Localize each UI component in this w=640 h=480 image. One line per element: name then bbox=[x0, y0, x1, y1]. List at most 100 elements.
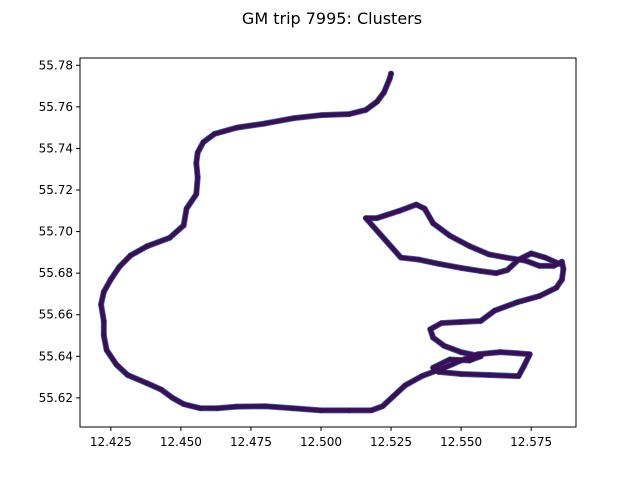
data-point bbox=[167, 235, 173, 241]
data-point bbox=[363, 215, 369, 221]
data-point bbox=[193, 191, 199, 197]
y-tick-label: 55.78 bbox=[39, 58, 73, 72]
data-point bbox=[144, 243, 150, 249]
data-point bbox=[211, 131, 218, 137]
data-point bbox=[522, 258, 529, 264]
data-point bbox=[441, 343, 447, 349]
y-tick-label: 55.76 bbox=[39, 100, 73, 114]
data-point bbox=[458, 319, 464, 325]
data-point bbox=[478, 353, 484, 359]
data-point bbox=[262, 403, 268, 409]
data-point bbox=[346, 111, 352, 117]
data-point bbox=[127, 252, 134, 259]
y-tick-label: 55.62 bbox=[39, 391, 73, 405]
data-point bbox=[436, 261, 442, 267]
data-point bbox=[169, 395, 176, 401]
data-point bbox=[125, 372, 131, 378]
data-point bbox=[113, 362, 120, 368]
data-point bbox=[234, 404, 240, 410]
y-tick-label: 55.64 bbox=[39, 349, 73, 363]
y-tick-label: 55.70 bbox=[39, 225, 73, 239]
data-point bbox=[396, 208, 403, 214]
data-point bbox=[346, 407, 352, 413]
data-point bbox=[492, 307, 498, 314]
data-point bbox=[486, 372, 492, 378]
y-tick-label: 55.72 bbox=[39, 183, 73, 197]
data-point bbox=[413, 201, 419, 208]
plot-area bbox=[98, 70, 567, 414]
data-point bbox=[528, 250, 534, 257]
data-point bbox=[234, 125, 240, 131]
data-point bbox=[447, 233, 453, 239]
x-tick-label: 12.525 bbox=[370, 435, 412, 449]
data-point bbox=[466, 243, 473, 249]
x-tick-label: 12.425 bbox=[90, 435, 132, 449]
x-tick-label: 12.475 bbox=[230, 435, 272, 449]
data-point bbox=[197, 405, 204, 411]
data-point bbox=[416, 257, 422, 263]
data-point bbox=[380, 403, 386, 409]
data-point bbox=[181, 401, 187, 407]
chart-title: GM trip 7995: Clusters bbox=[242, 9, 422, 28]
y-tick-label: 55.74 bbox=[39, 141, 73, 155]
data-point bbox=[556, 261, 562, 267]
data-point bbox=[387, 76, 393, 82]
data-point bbox=[493, 270, 499, 276]
data-point bbox=[183, 206, 190, 212]
data-point bbox=[402, 382, 408, 389]
data-point bbox=[104, 347, 110, 353]
y-tick-label: 55.68 bbox=[39, 266, 73, 280]
data-point bbox=[430, 365, 436, 371]
data-point bbox=[430, 335, 436, 341]
data-point bbox=[515, 257, 522, 263]
data-point bbox=[550, 263, 557, 269]
data-point bbox=[560, 266, 566, 272]
data-point bbox=[368, 407, 375, 413]
data-point bbox=[504, 267, 510, 273]
data-point bbox=[427, 326, 433, 332]
data-point bbox=[521, 363, 527, 369]
data-point bbox=[458, 265, 464, 271]
data-point bbox=[419, 373, 425, 379]
x-tick-label: 12.575 bbox=[510, 435, 552, 449]
data-point bbox=[101, 332, 107, 339]
data-point bbox=[559, 276, 565, 282]
data-point bbox=[441, 365, 447, 371]
data-point bbox=[262, 120, 268, 127]
x-tick-label: 12.450 bbox=[160, 435, 202, 449]
data-point bbox=[290, 115, 296, 121]
data-point bbox=[391, 393, 397, 399]
data-point bbox=[374, 99, 380, 105]
data-point bbox=[214, 405, 220, 411]
data-point bbox=[458, 349, 464, 355]
data-point bbox=[181, 222, 187, 228]
data-point bbox=[458, 357, 464, 364]
data-point bbox=[514, 299, 520, 305]
data-point bbox=[193, 160, 199, 166]
data-point bbox=[144, 380, 150, 386]
data-point bbox=[486, 251, 492, 258]
data-point bbox=[381, 89, 387, 95]
data-point bbox=[290, 405, 296, 411]
data-point bbox=[542, 254, 548, 261]
data-point bbox=[422, 206, 428, 212]
data-point bbox=[195, 174, 201, 181]
data-point bbox=[447, 356, 453, 363]
data-point bbox=[515, 373, 522, 379]
data-point bbox=[108, 276, 114, 282]
data-point bbox=[514, 350, 520, 356]
data-point bbox=[497, 349, 503, 355]
data-point bbox=[388, 70, 394, 77]
data-point bbox=[116, 264, 122, 270]
data-point bbox=[363, 107, 369, 113]
y-tick-label: 55.66 bbox=[39, 308, 73, 322]
data-point bbox=[200, 139, 206, 145]
data-point bbox=[438, 320, 445, 326]
data-point bbox=[101, 318, 107, 324]
data-point bbox=[458, 371, 464, 377]
data-point bbox=[503, 254, 509, 261]
data-point bbox=[318, 112, 324, 118]
axes-frame bbox=[79, 57, 577, 428]
data-point bbox=[478, 318, 484, 324]
